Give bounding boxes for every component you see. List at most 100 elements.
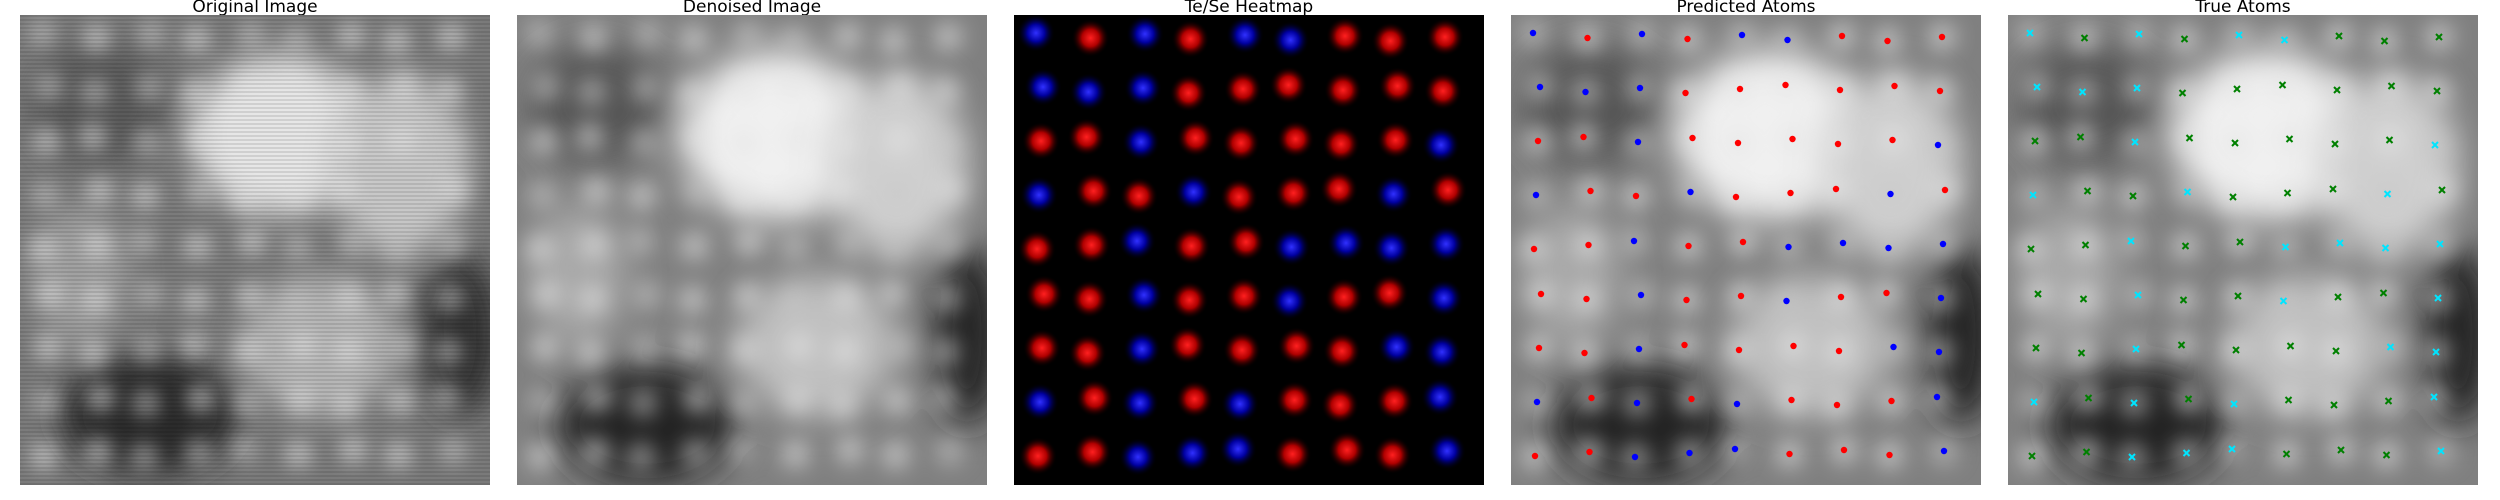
te-heat-spot — [1019, 437, 1057, 475]
predicted-se-marker — [1633, 399, 1641, 407]
atom-blob — [831, 75, 861, 105]
te-heat-spot — [1223, 331, 1261, 369]
te-heat-spot — [1169, 74, 1208, 112]
predicted-se-marker — [1890, 343, 1897, 351]
true-se-marker — [2381, 244, 2390, 252]
atom-blob — [574, 122, 605, 152]
atom-blob — [934, 229, 964, 259]
predicted-se-marker — [1529, 29, 1537, 37]
atom-blob — [935, 436, 965, 466]
true-te-marker — [2079, 295, 2088, 303]
true-se-marker — [2026, 29, 2034, 37]
predicted-se-marker — [1638, 30, 1646, 38]
predicted-se-marker — [1631, 453, 1639, 461]
predicted-te-marker — [1832, 185, 1840, 193]
panel-title-true: True Atoms — [2195, 0, 2291, 17]
predicted-se-marker — [1738, 31, 1746, 39]
predicted-se-marker — [1634, 138, 1642, 146]
true-te-marker — [2286, 342, 2295, 350]
true-te-marker — [2082, 448, 2091, 456]
true-te-marker — [2028, 452, 2036, 460]
true-te-marker — [2433, 87, 2441, 95]
true-se-marker — [2230, 400, 2238, 408]
te-heat-spot — [1326, 17, 1364, 55]
predicted-se-marker — [1839, 239, 1847, 247]
se-heat-spot — [1372, 229, 1411, 267]
se-heat-spot — [1021, 383, 1059, 421]
true-te-marker — [2379, 289, 2388, 297]
true-te-marker — [2278, 81, 2287, 89]
predicted-se-marker — [1686, 449, 1693, 457]
predicted-se-marker — [1637, 291, 1645, 299]
predicted-te-marker — [1530, 245, 1538, 253]
atom-blob — [683, 123, 714, 153]
atom-blob — [578, 23, 609, 53]
predicted-te-marker — [1790, 342, 1797, 350]
te-heat-spot — [1328, 431, 1366, 469]
atom-blob — [933, 22, 963, 52]
atom-blob — [777, 286, 808, 316]
atom-blob — [729, 128, 759, 158]
se-heat-spot — [1422, 126, 1460, 164]
predicted-se-marker — [1532, 191, 1540, 199]
true-se-marker — [2078, 88, 2087, 96]
atom-blob — [932, 283, 962, 313]
atom-blob — [827, 174, 857, 204]
true-te-marker — [2076, 133, 2085, 141]
se-heat-spot — [1118, 222, 1156, 260]
predicted-te-marker — [1736, 85, 1744, 93]
predicted-atoms-panel — [1511, 15, 1981, 485]
predicted-te-marker — [1883, 289, 1890, 297]
predicted-te-marker — [1632, 192, 1640, 200]
se-heat-spot — [1126, 15, 1164, 53]
true-te-marker — [2034, 290, 2042, 298]
true-te-marker — [2236, 238, 2244, 246]
true-te-marker — [2084, 394, 2093, 402]
te-heat-spot — [1373, 436, 1412, 474]
predicted-te-marker — [1684, 35, 1691, 43]
te-heat-spot — [1072, 226, 1111, 264]
atom-blob — [835, 435, 865, 465]
predicted-te-marker — [1837, 293, 1845, 301]
true-te-marker — [2185, 134, 2194, 142]
denoised-image-panel — [517, 15, 987, 485]
predicted-se-marker — [1536, 83, 1544, 91]
true-se-marker — [2228, 445, 2236, 453]
predicted-te-marker — [1689, 134, 1696, 142]
predicted-te-marker — [1583, 295, 1590, 303]
true-te-marker — [2180, 35, 2189, 43]
te-heat-spot — [1370, 274, 1409, 312]
predicted-se-marker — [1940, 447, 1948, 455]
original-image-panel — [20, 15, 490, 485]
true-te-marker — [2384, 397, 2393, 405]
te-heat-spot — [1018, 230, 1056, 268]
predicted-te-marker — [1840, 446, 1848, 454]
predicted-te-marker — [1938, 33, 1946, 41]
te-heat-spot — [1324, 71, 1362, 109]
predicted-te-marker — [1739, 238, 1747, 246]
se-heat-spot — [1226, 16, 1264, 54]
atom-blob — [728, 389, 758, 419]
se-heat-spot — [1024, 68, 1062, 106]
true-te-marker — [2233, 85, 2241, 93]
predicted-te-marker — [1587, 187, 1594, 195]
predicted-te-marker — [1834, 140, 1842, 148]
atom-blob — [776, 70, 807, 100]
atom-blob — [632, 280, 662, 310]
atom-blob — [830, 336, 860, 366]
atom-blob — [631, 73, 661, 103]
predicted-te-marker — [1737, 292, 1745, 300]
true-se-marker — [2033, 83, 2041, 91]
true-se-marker — [2383, 190, 2392, 198]
true-te-marker — [2081, 241, 2090, 249]
predicted-te-marker — [1786, 450, 1793, 458]
atom-blob — [580, 437, 611, 467]
te-heat-spot — [1071, 19, 1110, 57]
te-heat-spot — [1277, 327, 1316, 365]
se-heat-spot — [1421, 378, 1459, 416]
true-te-marker — [2083, 187, 2092, 195]
atom-blob — [525, 234, 555, 264]
atom-blob — [782, 385, 813, 415]
atom-blob — [527, 180, 557, 210]
te-heat-spot — [1175, 380, 1214, 418]
